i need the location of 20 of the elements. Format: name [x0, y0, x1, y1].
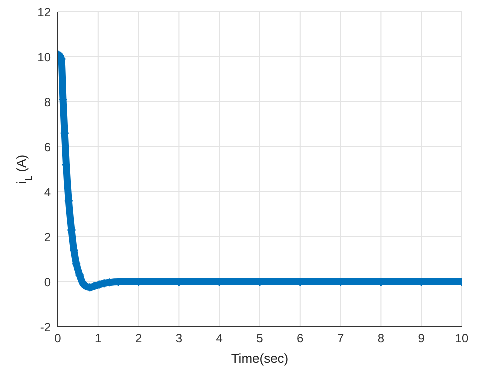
x-tick-label: 2	[135, 332, 142, 346]
y-tick-label: 8	[44, 95, 52, 110]
y-tick-label: 4	[44, 185, 52, 200]
x-tick-label: 7	[337, 332, 344, 346]
y-tick-label: 12	[38, 5, 52, 20]
x-tick-label: 4	[216, 332, 224, 346]
x-tick-label: 9	[418, 332, 426, 346]
x-tick-label: 5	[256, 332, 264, 346]
x-tick-label: 6	[297, 332, 304, 346]
y-tick-label: -2	[40, 320, 52, 334]
x-tick-label: 10	[455, 332, 469, 346]
y-tick-label: 10	[38, 50, 52, 64]
y-tick-label: 6	[44, 140, 52, 154]
x-tick-label: 8	[378, 332, 385, 346]
x-tick-label: 1	[95, 332, 102, 346]
x-tick-label: 3	[176, 332, 183, 346]
x-tick-label: 0	[54, 332, 62, 346]
x-axis-title: Time(sec)	[231, 351, 289, 366]
y-tick-label: 0	[44, 275, 52, 290]
y-tick-label: 2	[44, 230, 52, 244]
